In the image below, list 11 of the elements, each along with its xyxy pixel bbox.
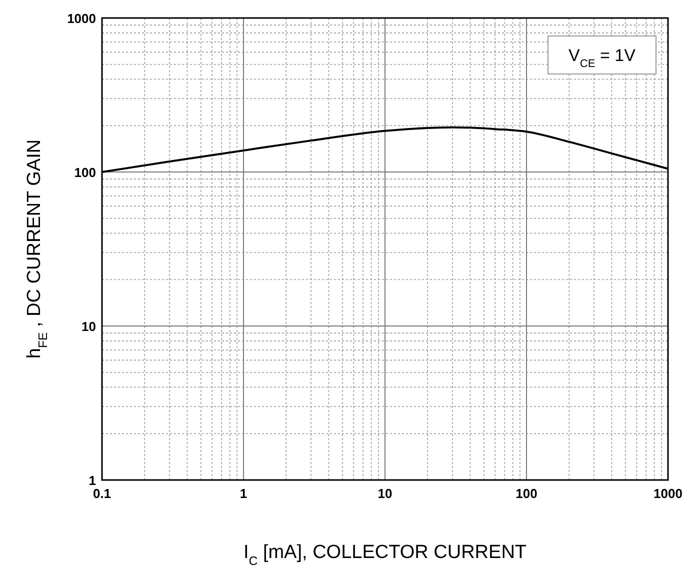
x-tick-label: 10 [378, 486, 392, 501]
y-tick-label: 1 [88, 473, 96, 488]
y-tick-label: 100 [74, 165, 96, 180]
x-tick-label: 0.1 [92, 486, 112, 501]
x-axis-title: I$_{C}$[mA], COLLECTOR CURRENT [243, 542, 527, 568]
y-tick-label: 1000 [67, 11, 96, 26]
y-tick-label: 10 [82, 319, 96, 334]
x-tick-label: 1 [240, 486, 248, 501]
x-tick-label: 100 [516, 486, 538, 501]
annotation: V$_{CE}$ = 1V [568, 46, 636, 70]
x-tick-label: 1000 [654, 486, 682, 501]
